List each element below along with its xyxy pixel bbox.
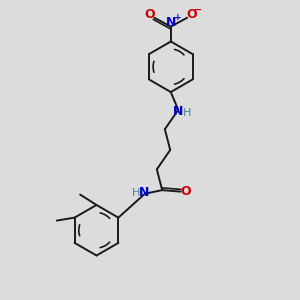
Text: O: O [145,8,155,21]
Text: H: H [132,188,140,198]
Text: N: N [139,186,149,199]
Text: +: + [173,13,181,22]
Text: N: N [173,105,183,118]
Text: −: − [194,4,202,14]
Text: O: O [186,8,197,21]
Text: O: O [181,184,191,197]
Text: H: H [183,108,191,118]
Text: N: N [166,16,176,29]
